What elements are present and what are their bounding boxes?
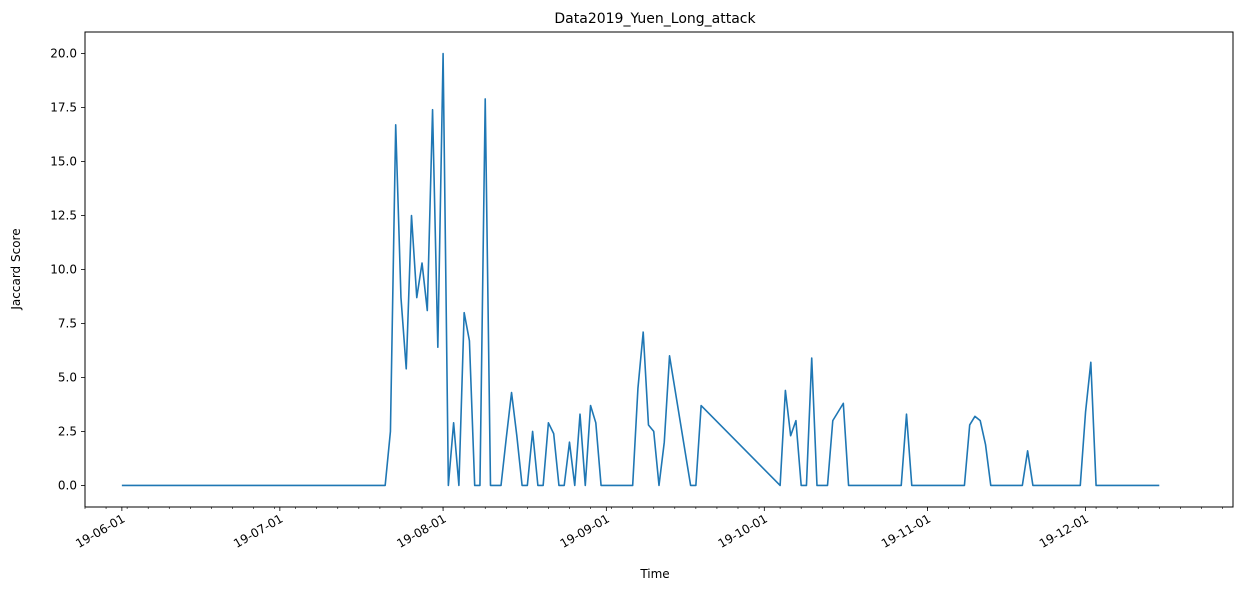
- y-tick-label: 5.0: [58, 370, 77, 384]
- y-tick-label: 7.5: [58, 316, 77, 330]
- series-layer: [121, 52, 1160, 487]
- plot-frame: [84, 31, 1234, 508]
- series-line: [121, 52, 1160, 487]
- y-tick-label: 12.5: [50, 209, 77, 223]
- y-tick-label: 20.0: [50, 47, 77, 61]
- y-tick-label: 15.0: [50, 155, 77, 169]
- x-axis-label: Time: [639, 567, 669, 581]
- y-tick-label: 17.5: [50, 101, 77, 115]
- chart-title: Data2019_Yuen_Long_attack: [554, 11, 756, 27]
- y-tick-label: 2.5: [58, 424, 77, 438]
- y-tick-label: 0.0: [58, 478, 77, 492]
- plot-area: [85, 32, 1233, 507]
- y-axis-label: Jaccard Score: [9, 228, 23, 310]
- y-tick-label: 10.0: [50, 263, 77, 277]
